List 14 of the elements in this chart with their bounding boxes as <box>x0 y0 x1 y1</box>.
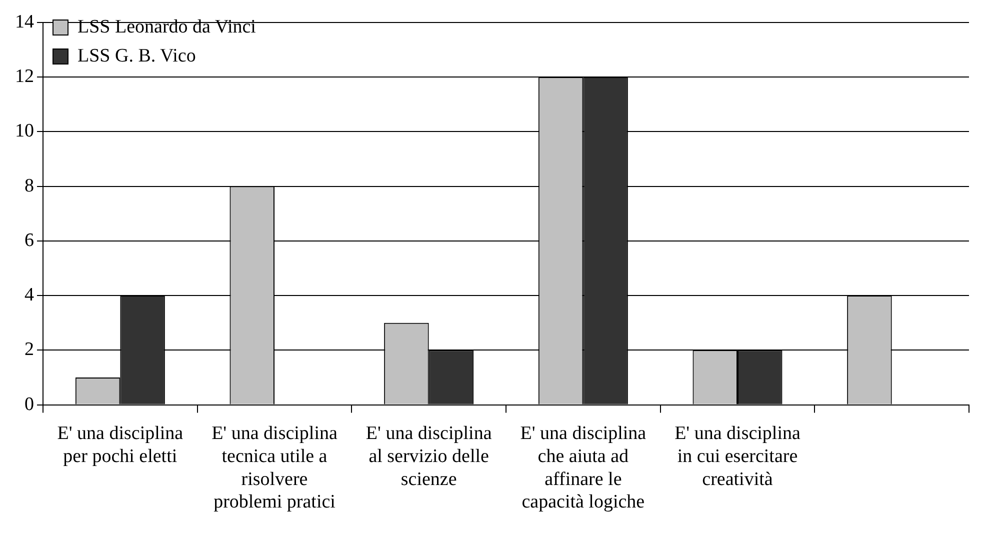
y-tick-label: 0 <box>24 394 34 415</box>
y-tick-label: 6 <box>24 230 34 251</box>
x-tick-label: E' una disciplina che aiuta ad affinare le capacità logiche <box>520 423 647 513</box>
x-tick-label: E' una disciplina in cui esercitare creatività <box>674 423 801 490</box>
legend-label: LSS G. B. Vico <box>78 45 196 66</box>
x-tick-label: E' una disciplina tecnica utile a risolvere problemi pratici <box>212 423 338 513</box>
y-tick-label: 14 <box>15 11 34 32</box>
y-tick-label: 2 <box>24 339 34 360</box>
y-tick-label: 10 <box>15 120 34 142</box>
y-tick-label: 12 <box>15 66 34 88</box>
y-tick-label: 8 <box>24 175 34 196</box>
x-tick-label: E' una disciplina per pochi eletti <box>57 423 184 467</box>
x-tick-label: E' una disciplina al servizio delle scienze <box>366 423 492 490</box>
y-tick-label: 4 <box>24 284 34 306</box>
